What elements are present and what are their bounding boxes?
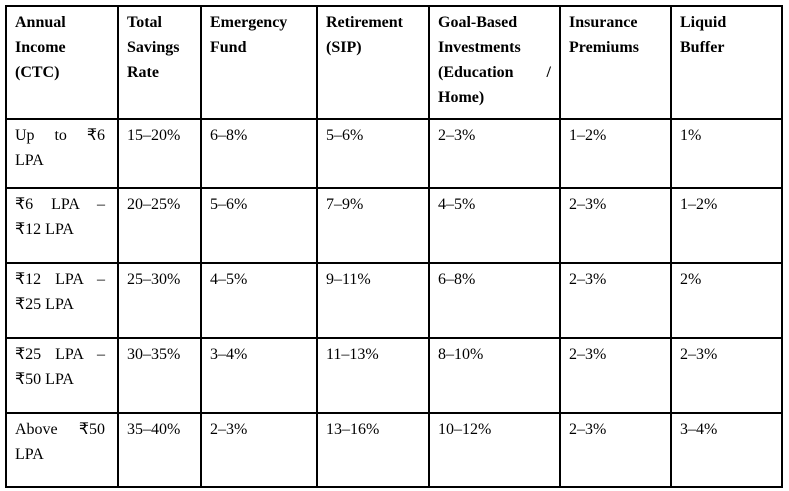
table-cell-insurance: 2–3%: [559, 187, 672, 264]
table-cell-retirement: 13–16%: [316, 412, 430, 488]
table-cell-retirement: 5–6%: [316, 118, 430, 189]
column-header-retirement-sip: Retirement (SIP): [316, 5, 430, 120]
table-cell-savings-rate: 25–30%: [117, 262, 202, 339]
table-cell-emergency-fund: 4–5%: [200, 262, 318, 339]
table-cell-liquid-buffer: 3–4%: [670, 412, 783, 488]
table-cell-savings-rate: 35–40%: [117, 412, 202, 488]
table-cell-insurance: 1–2%: [559, 118, 672, 189]
table-cell-savings-rate: 30–35%: [117, 337, 202, 414]
column-header-emergency-fund: Emergency Fund: [200, 5, 318, 120]
table-cell-liquid-buffer: 2–3%: [670, 337, 783, 414]
table-cell-liquid-buffer: 2%: [670, 262, 783, 339]
table-row: Up to ₹6 LPA 15–20% 6–8% 5–6% 2–3% 1–2% …: [5, 118, 783, 189]
table-cell-insurance: 2–3%: [559, 262, 672, 339]
table-cell-insurance: 2–3%: [559, 412, 672, 488]
table-cell-goal-based: 8–10%: [428, 337, 561, 414]
table-row: ₹12 LPA – ₹25 LPA 25–30% 4–5% 9–11% 6–8%…: [5, 262, 783, 339]
table-cell-retirement: 9–11%: [316, 262, 430, 339]
table-cell-liquid-buffer: 1–2%: [670, 187, 783, 264]
table-cell-emergency-fund: 2–3%: [200, 412, 318, 488]
table-cell-income-range: ₹6 LPA – ₹12 LPA: [5, 187, 119, 264]
table-cell-liquid-buffer: 1%: [670, 118, 783, 189]
table-cell-insurance: 2–3%: [559, 337, 672, 414]
table-row: Above ₹50 LPA 35–40% 2–3% 13–16% 10–12% …: [5, 412, 783, 488]
table-cell-savings-rate: 20–25%: [117, 187, 202, 264]
table-cell-emergency-fund: 5–6%: [200, 187, 318, 264]
column-header-total-savings-rate: Total Savings Rate: [117, 5, 202, 120]
table-cell-income-range: Up to ₹6 LPA: [5, 118, 119, 189]
table-cell-goal-based: 6–8%: [428, 262, 561, 339]
column-header-liquid-buffer: Liquid Buffer: [670, 5, 783, 120]
column-header-insurance-premiums: Insurance Premiums: [559, 5, 672, 120]
table-cell-goal-based: 4–5%: [428, 187, 561, 264]
table-row: ₹6 LPA – ₹12 LPA 20–25% 5–6% 7–9% 4–5% 2…: [5, 187, 783, 264]
table-cell-income-range: ₹12 LPA – ₹25 LPA: [5, 262, 119, 339]
income-allocation-table-container: Annual Income (CTC) Total Savings Rate E…: [5, 5, 783, 488]
table-cell-emergency-fund: 6–8%: [200, 118, 318, 189]
table-cell-goal-based: 2–3%: [428, 118, 561, 189]
table-cell-retirement: 11–13%: [316, 337, 430, 414]
table-cell-income-range: Above ₹50 LPA: [5, 412, 119, 488]
table-cell-income-range: ₹25 LPA – ₹50 LPA: [5, 337, 119, 414]
table-row: ₹25 LPA – ₹50 LPA 30–35% 3–4% 11–13% 8–1…: [5, 337, 783, 414]
header-row: Annual Income (CTC) Total Savings Rate E…: [5, 5, 783, 120]
income-allocation-table: Annual Income (CTC) Total Savings Rate E…: [5, 5, 783, 488]
table-cell-retirement: 7–9%: [316, 187, 430, 264]
column-header-goal-based-investments: Goal-Based Investments (Education / Home…: [428, 5, 561, 120]
table-cell-emergency-fund: 3–4%: [200, 337, 318, 414]
table-cell-goal-based: 10–12%: [428, 412, 561, 488]
column-header-annual-income: Annual Income (CTC): [5, 5, 119, 120]
table-cell-savings-rate: 15–20%: [117, 118, 202, 189]
